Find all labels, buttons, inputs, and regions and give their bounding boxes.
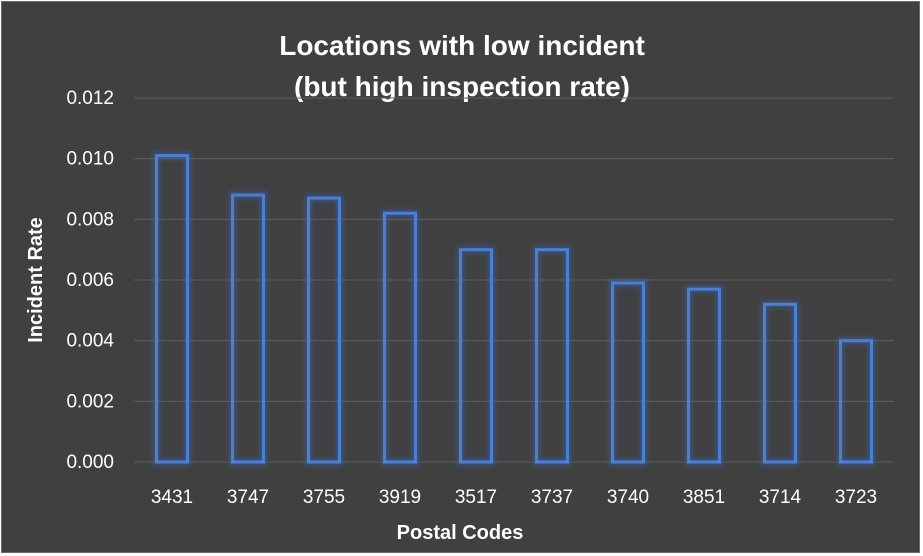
- bar-3431: [155, 154, 189, 464]
- x-tick-label: 3431: [151, 487, 193, 508]
- bar-glow: [304, 194, 344, 466]
- bar-3919: [383, 211, 417, 464]
- bar-3517: [459, 248, 493, 464]
- bar-glow: [608, 279, 648, 466]
- bars: [152, 151, 876, 466]
- y-axis-title: Incident Rate: [25, 217, 47, 343]
- x-tick-label: 3740: [607, 487, 649, 508]
- y-tick-label: 0.002: [66, 391, 114, 412]
- x-tick-label: 3737: [531, 487, 573, 508]
- bar-glow: [228, 191, 268, 466]
- y-tick-label: 0.008: [66, 209, 114, 230]
- bar-3740: [611, 281, 645, 464]
- x-tick-label: 3851: [683, 487, 725, 508]
- y-tick-label: 0.004: [66, 331, 114, 352]
- x-tick-label: 3755: [303, 487, 345, 508]
- gridlines: [134, 97, 894, 463]
- y-tick-label: 0.012: [66, 88, 114, 109]
- bar-glow: [152, 151, 192, 466]
- bar-3714: [763, 302, 797, 464]
- y-tick-label: 0.006: [66, 270, 114, 291]
- bar-glow: [684, 285, 724, 466]
- bar-3723: [839, 339, 873, 464]
- bar-glow: [380, 209, 420, 466]
- bar-glow: [532, 245, 572, 466]
- y-tick-label: 0.000: [66, 452, 114, 473]
- bar-3747: [231, 193, 265, 464]
- bar-3737: [535, 248, 569, 464]
- y-tick-label: 0.010: [66, 149, 114, 170]
- bar-3755: [307, 196, 341, 464]
- x-tick-label: 3723: [835, 487, 877, 508]
- chart-title-line-2: (but high inspection rate): [294, 71, 630, 102]
- y-axis-tick-labels: 0.000 0.002 0.004 0.006 0.008 0.010 0.012: [66, 88, 114, 473]
- x-axis-tick-labels: 3431 3747 3755 3919 3517 3737 3740 3851 3714 3723: [151, 487, 877, 508]
- x-tick-label: 3517: [455, 487, 497, 508]
- x-tick-label: 3919: [379, 487, 421, 508]
- x-tick-label: 3747: [227, 487, 269, 508]
- bar-3851: [687, 287, 721, 464]
- x-axis-title: Postal Codes: [397, 522, 524, 544]
- bar-glow: [456, 245, 496, 466]
- bar-glow: [760, 300, 800, 466]
- chart-title-line-1: Locations with low incident: [279, 30, 645, 61]
- x-tick-label: 3714: [759, 487, 802, 508]
